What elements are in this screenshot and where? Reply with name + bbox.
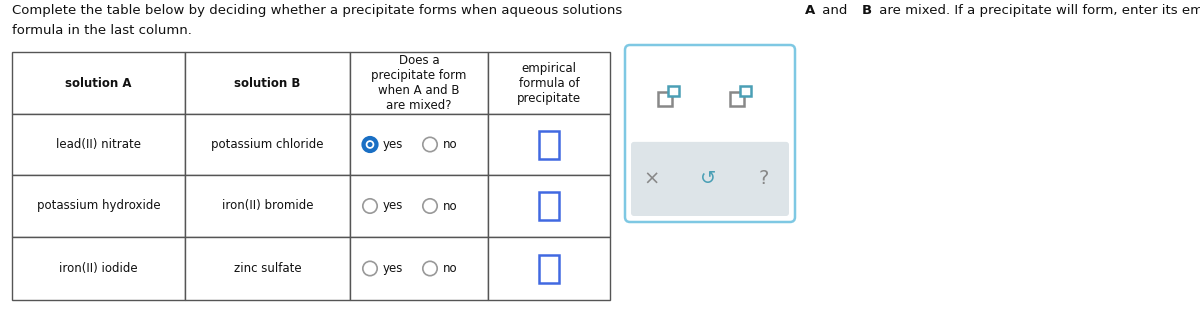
Bar [12,175,185,237]
Text: yes: yes [383,199,403,212]
Text: ×: × [644,169,660,188]
Bar [185,114,350,175]
Circle shape [362,137,377,152]
Bar [488,237,610,300]
Text: lead(II) nitrate: lead(II) nitrate [56,138,142,151]
Text: iron(II) iodide: iron(II) iodide [59,262,138,275]
Bar [488,52,610,114]
Text: ↺: ↺ [700,169,716,188]
Text: Does a
precipitate form
when A and B
are mixed?: Does a precipitate form when A and B are… [371,54,467,112]
Text: no: no [443,262,457,275]
Text: solution B: solution B [234,76,301,90]
Text: empirical
formula of
precipitate: empirical formula of precipitate [517,61,581,105]
Bar [668,86,679,96]
Bar [488,114,610,175]
FancyBboxPatch shape [625,45,796,222]
Bar [658,92,672,106]
Bar [12,237,185,300]
Text: potassium chloride: potassium chloride [211,138,324,151]
Bar [488,175,610,237]
Text: potassium hydroxide: potassium hydroxide [37,199,161,212]
Bar [185,52,350,114]
Text: A: A [805,4,815,17]
Bar [350,52,488,114]
Bar [539,192,559,220]
Bar [350,175,488,237]
Bar [350,114,488,175]
Text: are mixed. If a precipitate will form, enter its empirical: are mixed. If a precipitate will form, e… [875,4,1200,17]
Text: and: and [818,4,852,17]
Circle shape [422,137,437,152]
Bar [539,255,559,282]
Circle shape [367,142,372,147]
Bar [539,130,559,158]
Bar [12,114,185,175]
Bar [730,92,744,106]
Circle shape [366,140,374,149]
Text: no: no [443,138,457,151]
Text: yes: yes [383,138,403,151]
FancyBboxPatch shape [631,142,790,216]
Text: no: no [443,199,457,212]
Circle shape [422,261,437,276]
Circle shape [422,199,437,213]
Text: solution A: solution A [65,76,132,90]
Text: formula in the last column.: formula in the last column. [12,24,192,37]
Bar [185,175,350,237]
Text: ?: ? [758,169,769,188]
Text: Complete the table below by deciding whether a precipitate forms when aqueous so: Complete the table below by deciding whe… [12,4,626,17]
Bar [12,52,185,114]
Text: zinc sulfate: zinc sulfate [234,262,301,275]
Text: iron(II) bromide: iron(II) bromide [222,199,313,212]
Bar [740,86,751,96]
Circle shape [362,199,377,213]
Bar [185,237,350,300]
Text: yes: yes [383,262,403,275]
Bar [350,237,488,300]
Text: B: B [862,4,871,17]
Circle shape [362,261,377,276]
